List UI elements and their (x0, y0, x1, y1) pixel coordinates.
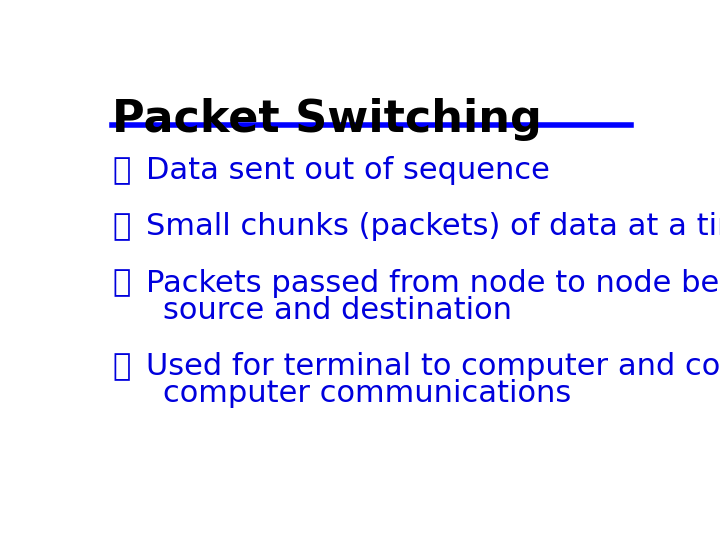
Text: Used for terminal to computer and computer to: Used for terminal to computer and comput… (145, 352, 720, 381)
Text: ⎈: ⎈ (112, 352, 130, 381)
Text: Data sent out of sequence: Data sent out of sequence (145, 156, 549, 185)
Text: ⎈: ⎈ (112, 156, 130, 185)
Text: source and destination: source and destination (163, 295, 511, 325)
Text: Small chunks (packets) of data at a time: Small chunks (packets) of data at a time (145, 212, 720, 241)
Text: ⎈: ⎈ (112, 212, 130, 241)
Text: computer communications: computer communications (163, 379, 571, 408)
Text: ⎈: ⎈ (112, 268, 130, 298)
Text: Packet Switching: Packet Switching (112, 98, 542, 141)
Text: Packets passed from node to node between: Packets passed from node to node between (145, 268, 720, 298)
